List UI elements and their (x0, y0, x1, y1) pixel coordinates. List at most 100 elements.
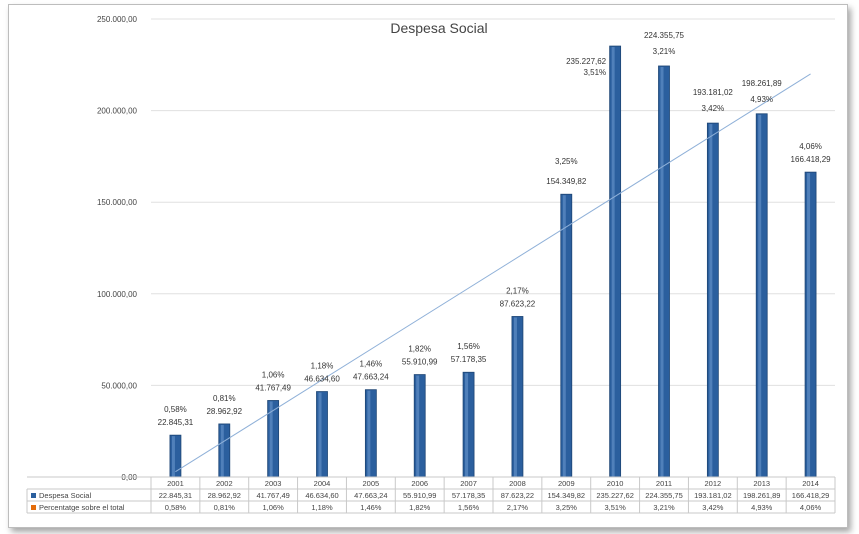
bar-highlight (513, 317, 517, 477)
value-label: 55.910,99 (402, 358, 438, 367)
x-tick-label: 2003 (265, 479, 282, 488)
bar (267, 400, 280, 478)
value-label: 193.181,02 (693, 88, 734, 97)
bar-highlight (611, 47, 615, 478)
bar-highlight (660, 66, 664, 477)
table-cell: 47.663,24 (354, 491, 387, 500)
bar-highlight (269, 401, 273, 477)
table-cell: 41.767,49 (256, 491, 289, 500)
percent-label: 1,06% (262, 370, 285, 379)
value-label: 57.178,35 (451, 355, 487, 364)
value-label: 224.355,75 (644, 31, 685, 40)
table-cell: 28.962,92 (208, 491, 241, 500)
table-cell: 224.355,75 (645, 491, 683, 500)
bar-highlight (465, 373, 469, 477)
value-label: 41.767,49 (255, 383, 291, 392)
table-cell: 3,21% (653, 503, 675, 512)
table-cell: 3,42% (702, 503, 724, 512)
x-tick-label: 2006 (411, 479, 428, 488)
trendline (175, 73, 811, 473)
value-label: 198.261,89 (742, 79, 783, 88)
table-cell: 1,06% (263, 503, 285, 512)
table-cell: 166.418,29 (792, 491, 830, 500)
percent-label: 4,93% (750, 95, 773, 104)
chart-svg: 0,0050.000,00100.000,00150.000,00200.000… (26, 15, 836, 514)
x-tick-label: 2004 (314, 479, 331, 488)
x-tick-label: 2002 (216, 479, 233, 488)
table-cell: 193.181,02 (694, 491, 732, 500)
value-label: 28.962,92 (206, 407, 242, 416)
x-tick-label: 2011 (656, 479, 672, 488)
bar (658, 65, 670, 478)
bar (706, 122, 719, 478)
bar (560, 193, 573, 478)
bar (364, 389, 377, 478)
bar-highlight (807, 173, 811, 477)
table-cell: 4,06% (800, 503, 822, 512)
value-label: 47.663,24 (353, 373, 389, 382)
x-tick-label: 2013 (753, 479, 770, 488)
x-tick-label: 2010 (607, 479, 624, 488)
bar-highlight (562, 195, 566, 477)
x-tick-label: 2001 (167, 479, 184, 488)
x-tick-label: 2008 (509, 479, 526, 488)
percent-label: 1,18% (311, 362, 334, 371)
percent-label: 1,56% (457, 342, 480, 351)
table-cell: 87.623,22 (501, 491, 534, 500)
bar (804, 171, 817, 478)
table-cell: 0,81% (214, 503, 236, 512)
table-cell: 1,18% (311, 503, 333, 512)
value-label: 22.845,31 (158, 418, 194, 427)
table-row-label: Percentatge sobre el total (39, 503, 125, 512)
bar (462, 371, 475, 478)
bar (609, 45, 622, 478)
table-cell: 198.261,89 (743, 491, 781, 500)
bar-highlight (709, 124, 713, 477)
table-cell: 1,82% (409, 503, 431, 512)
legend-marker (31, 505, 36, 510)
bar (413, 374, 426, 478)
percent-label: 0,81% (213, 394, 236, 403)
value-label: 235.227,62 (566, 57, 607, 66)
table-row-label: Despesa Social (39, 491, 91, 500)
y-tick-label: 50.000,00 (101, 381, 137, 390)
x-tick-label: 2014 (802, 479, 819, 488)
bar (316, 391, 328, 478)
table-cell: 3,51% (605, 503, 627, 512)
table-cell: 3,25% (556, 503, 578, 512)
table-cell: 235.227,62 (596, 491, 634, 500)
x-tick-label: 2012 (705, 479, 722, 488)
table-cell: 1,56% (458, 503, 480, 512)
y-tick-label: 200.000,00 (97, 107, 138, 116)
table-cell: 1,46% (360, 503, 382, 512)
bar (169, 434, 182, 478)
table-cell: 46.634,60 (305, 491, 338, 500)
table-cell: 55.910,99 (403, 491, 436, 500)
percent-label: 3,42% (702, 104, 725, 113)
chart-frame: 0,00 50.000,00 100.000,00 150.000,00 200.000… (8, 4, 848, 528)
table-cell: 4,93% (751, 503, 773, 512)
bar-highlight (171, 436, 175, 477)
table-cell: 0,58% (165, 503, 187, 512)
bar-highlight (758, 114, 762, 478)
percent-label: 1,82% (408, 345, 431, 354)
table-cell: 2,17% (507, 503, 529, 512)
percent-label: 2,17% (506, 286, 529, 295)
value-label: 46.634,60 (304, 375, 340, 384)
y-tick-label: 100.000,00 (97, 290, 138, 299)
bar (218, 423, 231, 478)
bar-highlight (367, 390, 371, 477)
table-cell: 22.845,31 (159, 491, 192, 500)
legend-marker (31, 493, 36, 498)
bar (511, 316, 524, 478)
y-tick-label: 150.000,00 (97, 198, 138, 207)
percent-label: 3,21% (653, 47, 676, 56)
x-tick-label: 2009 (558, 479, 575, 488)
bar-highlight (220, 424, 224, 477)
percent-label: 0,58% (164, 405, 187, 414)
value-label: 166.418,29 (791, 155, 832, 164)
percent-label: 3,51% (583, 68, 606, 77)
x-tick-label: 2005 (363, 479, 380, 488)
percent-label: 3,25% (555, 157, 578, 166)
table-cell: 154.349,82 (548, 491, 586, 500)
